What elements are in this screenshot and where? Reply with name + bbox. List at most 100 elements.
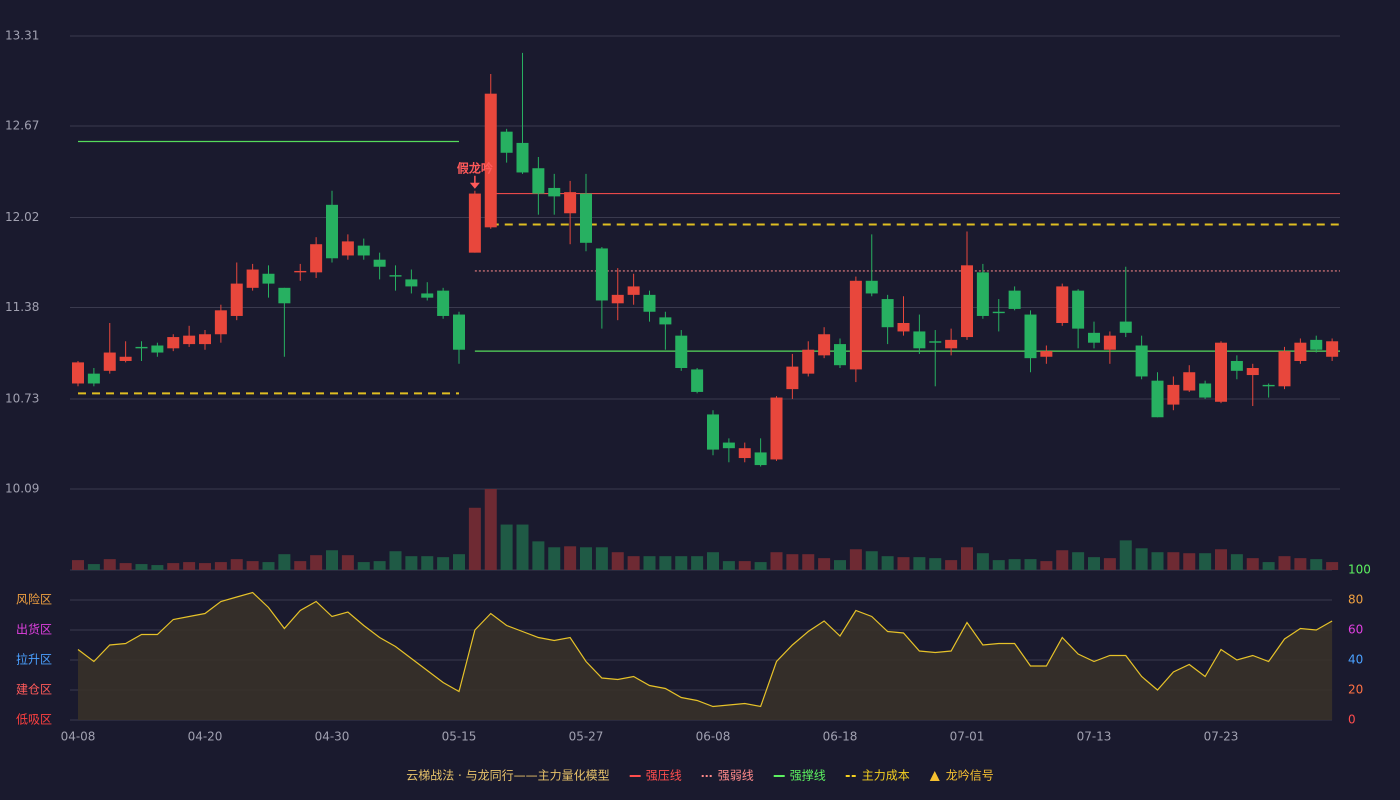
volume-bar xyxy=(1278,556,1291,570)
volume-bar xyxy=(1326,562,1339,570)
volume-bar xyxy=(1008,559,1021,570)
candle-body xyxy=(913,331,926,349)
legend-label: 云梯战法 · 与龙同行——主力量化模型 xyxy=(406,769,609,783)
candle-body xyxy=(802,349,815,374)
volume-bar xyxy=(1103,558,1116,570)
volume-bar xyxy=(722,561,735,570)
candle-body xyxy=(738,448,751,459)
candle-body xyxy=(770,397,783,460)
indicator-line xyxy=(77,591,1333,708)
volume-bar xyxy=(865,551,878,570)
volume-bar xyxy=(1072,552,1085,570)
volume-bar xyxy=(992,560,1005,570)
legend-icon xyxy=(929,771,940,781)
x-tick-label: 06-18 xyxy=(823,730,858,744)
volume-bar xyxy=(1040,561,1053,570)
volume-bar xyxy=(770,552,783,570)
candle-body xyxy=(929,341,942,343)
candle-body xyxy=(865,280,878,294)
candle-body xyxy=(389,275,402,277)
candle-body xyxy=(230,283,243,316)
volume-bar xyxy=(357,562,370,570)
volume-bar xyxy=(87,564,100,570)
candle-body xyxy=(849,280,862,370)
volume-bar xyxy=(1262,562,1275,570)
candle-body xyxy=(151,345,164,353)
volume-bar xyxy=(1056,550,1069,570)
volume-bar xyxy=(453,554,465,570)
candle-body xyxy=(580,193,592,243)
candle-body xyxy=(1024,314,1037,359)
volume-bar xyxy=(437,557,450,570)
volume-bar xyxy=(214,562,227,570)
candle-body xyxy=(675,335,688,369)
x-tick-label: 07-01 xyxy=(950,730,985,744)
volume-bar xyxy=(341,555,354,570)
y-tick-label: 10.73 xyxy=(5,391,39,405)
volume-bar xyxy=(516,524,529,570)
candle-body xyxy=(643,294,656,312)
candle-body xyxy=(437,290,450,316)
volume-bar xyxy=(929,558,942,570)
volume-bar xyxy=(849,549,862,570)
volume-bar xyxy=(834,560,846,570)
volume-bar xyxy=(1167,552,1180,570)
volume-bar xyxy=(881,556,894,570)
x-tick-label: 05-15 xyxy=(442,730,477,744)
zone-label: 拉升区 xyxy=(16,652,52,667)
volume-bar xyxy=(373,561,386,570)
candle-body xyxy=(532,168,545,194)
volume-bar xyxy=(1215,549,1227,570)
candle-body xyxy=(373,259,386,267)
candle-body xyxy=(310,244,323,273)
zone-label: 风险区 xyxy=(16,592,52,607)
candle-body xyxy=(707,414,719,450)
legend-label: 强撑线 xyxy=(790,768,826,783)
x-tick-label: 04-08 xyxy=(61,730,96,744)
candle-body xyxy=(1040,351,1053,357)
candle-body xyxy=(1008,290,1021,309)
volume-bar xyxy=(1199,553,1212,570)
candle-body xyxy=(834,344,846,366)
candle-body xyxy=(326,204,338,259)
volume-bar xyxy=(707,552,719,570)
candle-body xyxy=(945,339,958,349)
volume-bar xyxy=(691,556,704,570)
candle-body xyxy=(341,241,354,256)
indicator-tick-label: 60 xyxy=(1348,623,1363,637)
candle-body xyxy=(595,248,608,301)
indicator-tick-label: 20 xyxy=(1348,683,1363,697)
volume-bar xyxy=(1294,558,1307,570)
candle-body xyxy=(1072,290,1085,329)
candle-body xyxy=(294,270,307,273)
candle-body xyxy=(1246,368,1259,376)
candle-body xyxy=(484,93,497,228)
volume-bar xyxy=(167,563,180,570)
volume-bar xyxy=(532,541,545,570)
volume-bar xyxy=(754,562,767,570)
candle-body xyxy=(818,334,831,356)
legend-label: 强弱线 xyxy=(718,769,754,783)
volume-bar xyxy=(1151,552,1164,570)
indicator-tick-label: 0 xyxy=(1348,713,1356,727)
candle-body xyxy=(421,293,434,298)
candle-body xyxy=(87,373,100,384)
candle-body xyxy=(1151,380,1164,418)
volume-bar xyxy=(643,556,656,570)
y-tick-label: 10.09 xyxy=(5,482,39,496)
candle-body xyxy=(103,352,116,371)
candle-body xyxy=(1278,351,1291,387)
volume-bar xyxy=(595,547,608,570)
y-tick-label: 12.67 xyxy=(5,119,39,133)
volume-bar xyxy=(1310,559,1323,570)
volume-bar xyxy=(1246,558,1259,570)
volume-bar xyxy=(976,553,989,570)
candle-body xyxy=(516,142,529,173)
candle-body xyxy=(262,273,275,284)
volume-bar xyxy=(262,562,275,570)
candle-body xyxy=(961,265,973,338)
indicator-area xyxy=(78,592,1333,720)
candle-body xyxy=(453,314,465,350)
volume-bar xyxy=(945,560,958,570)
